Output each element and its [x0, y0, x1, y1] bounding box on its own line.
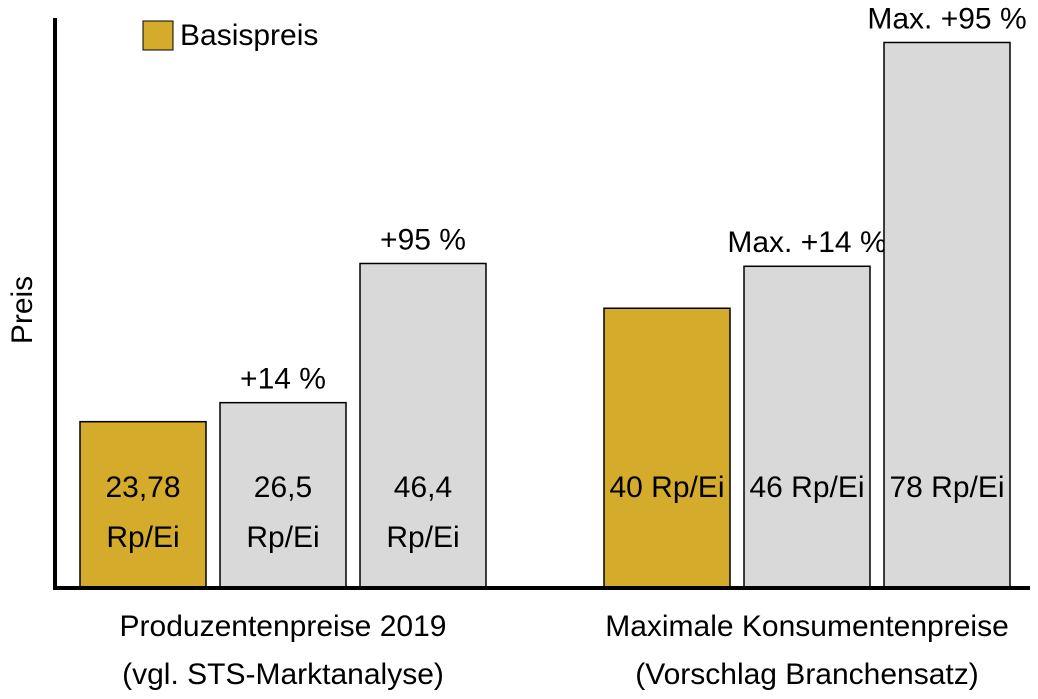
bar — [79, 420, 207, 589]
bar — [883, 41, 1011, 589]
group-label: Maximale Konsumentenpreise — [605, 610, 1009, 643]
value-label: 46,4 Rp/Ei — [386, 471, 460, 554]
bar-annotation: +14 % — [240, 363, 326, 396]
bar — [743, 265, 871, 589]
bar — [219, 401, 347, 589]
y-axis-label: Preis — [6, 276, 39, 344]
bar-annotation: Max. +14 % — [727, 226, 886, 259]
group-label: Produzentenpreise 2019 — [120, 610, 447, 643]
value-label: 23,78 Rp/Ei — [105, 471, 181, 554]
bar-annotation: +95 % — [380, 223, 466, 256]
value-label: 26,5 Rp/Ei — [246, 471, 320, 554]
bar — [603, 307, 731, 589]
bar — [359, 262, 487, 589]
value-label: 40 Rp/Ei — [609, 471, 725, 504]
group-label: (Vorschlag Branchensatz) — [635, 658, 979, 691]
legend-swatch — [142, 20, 174, 51]
bar-annotation: Max. +95 % — [867, 2, 1026, 35]
group-label: (vgl. STS-Marktanalyse) — [122, 658, 444, 691]
value-label: 46 Rp/Ei — [749, 471, 865, 504]
legend-label: Basispreis — [180, 19, 318, 52]
value-label: 78 Rp/Ei — [889, 471, 1005, 504]
